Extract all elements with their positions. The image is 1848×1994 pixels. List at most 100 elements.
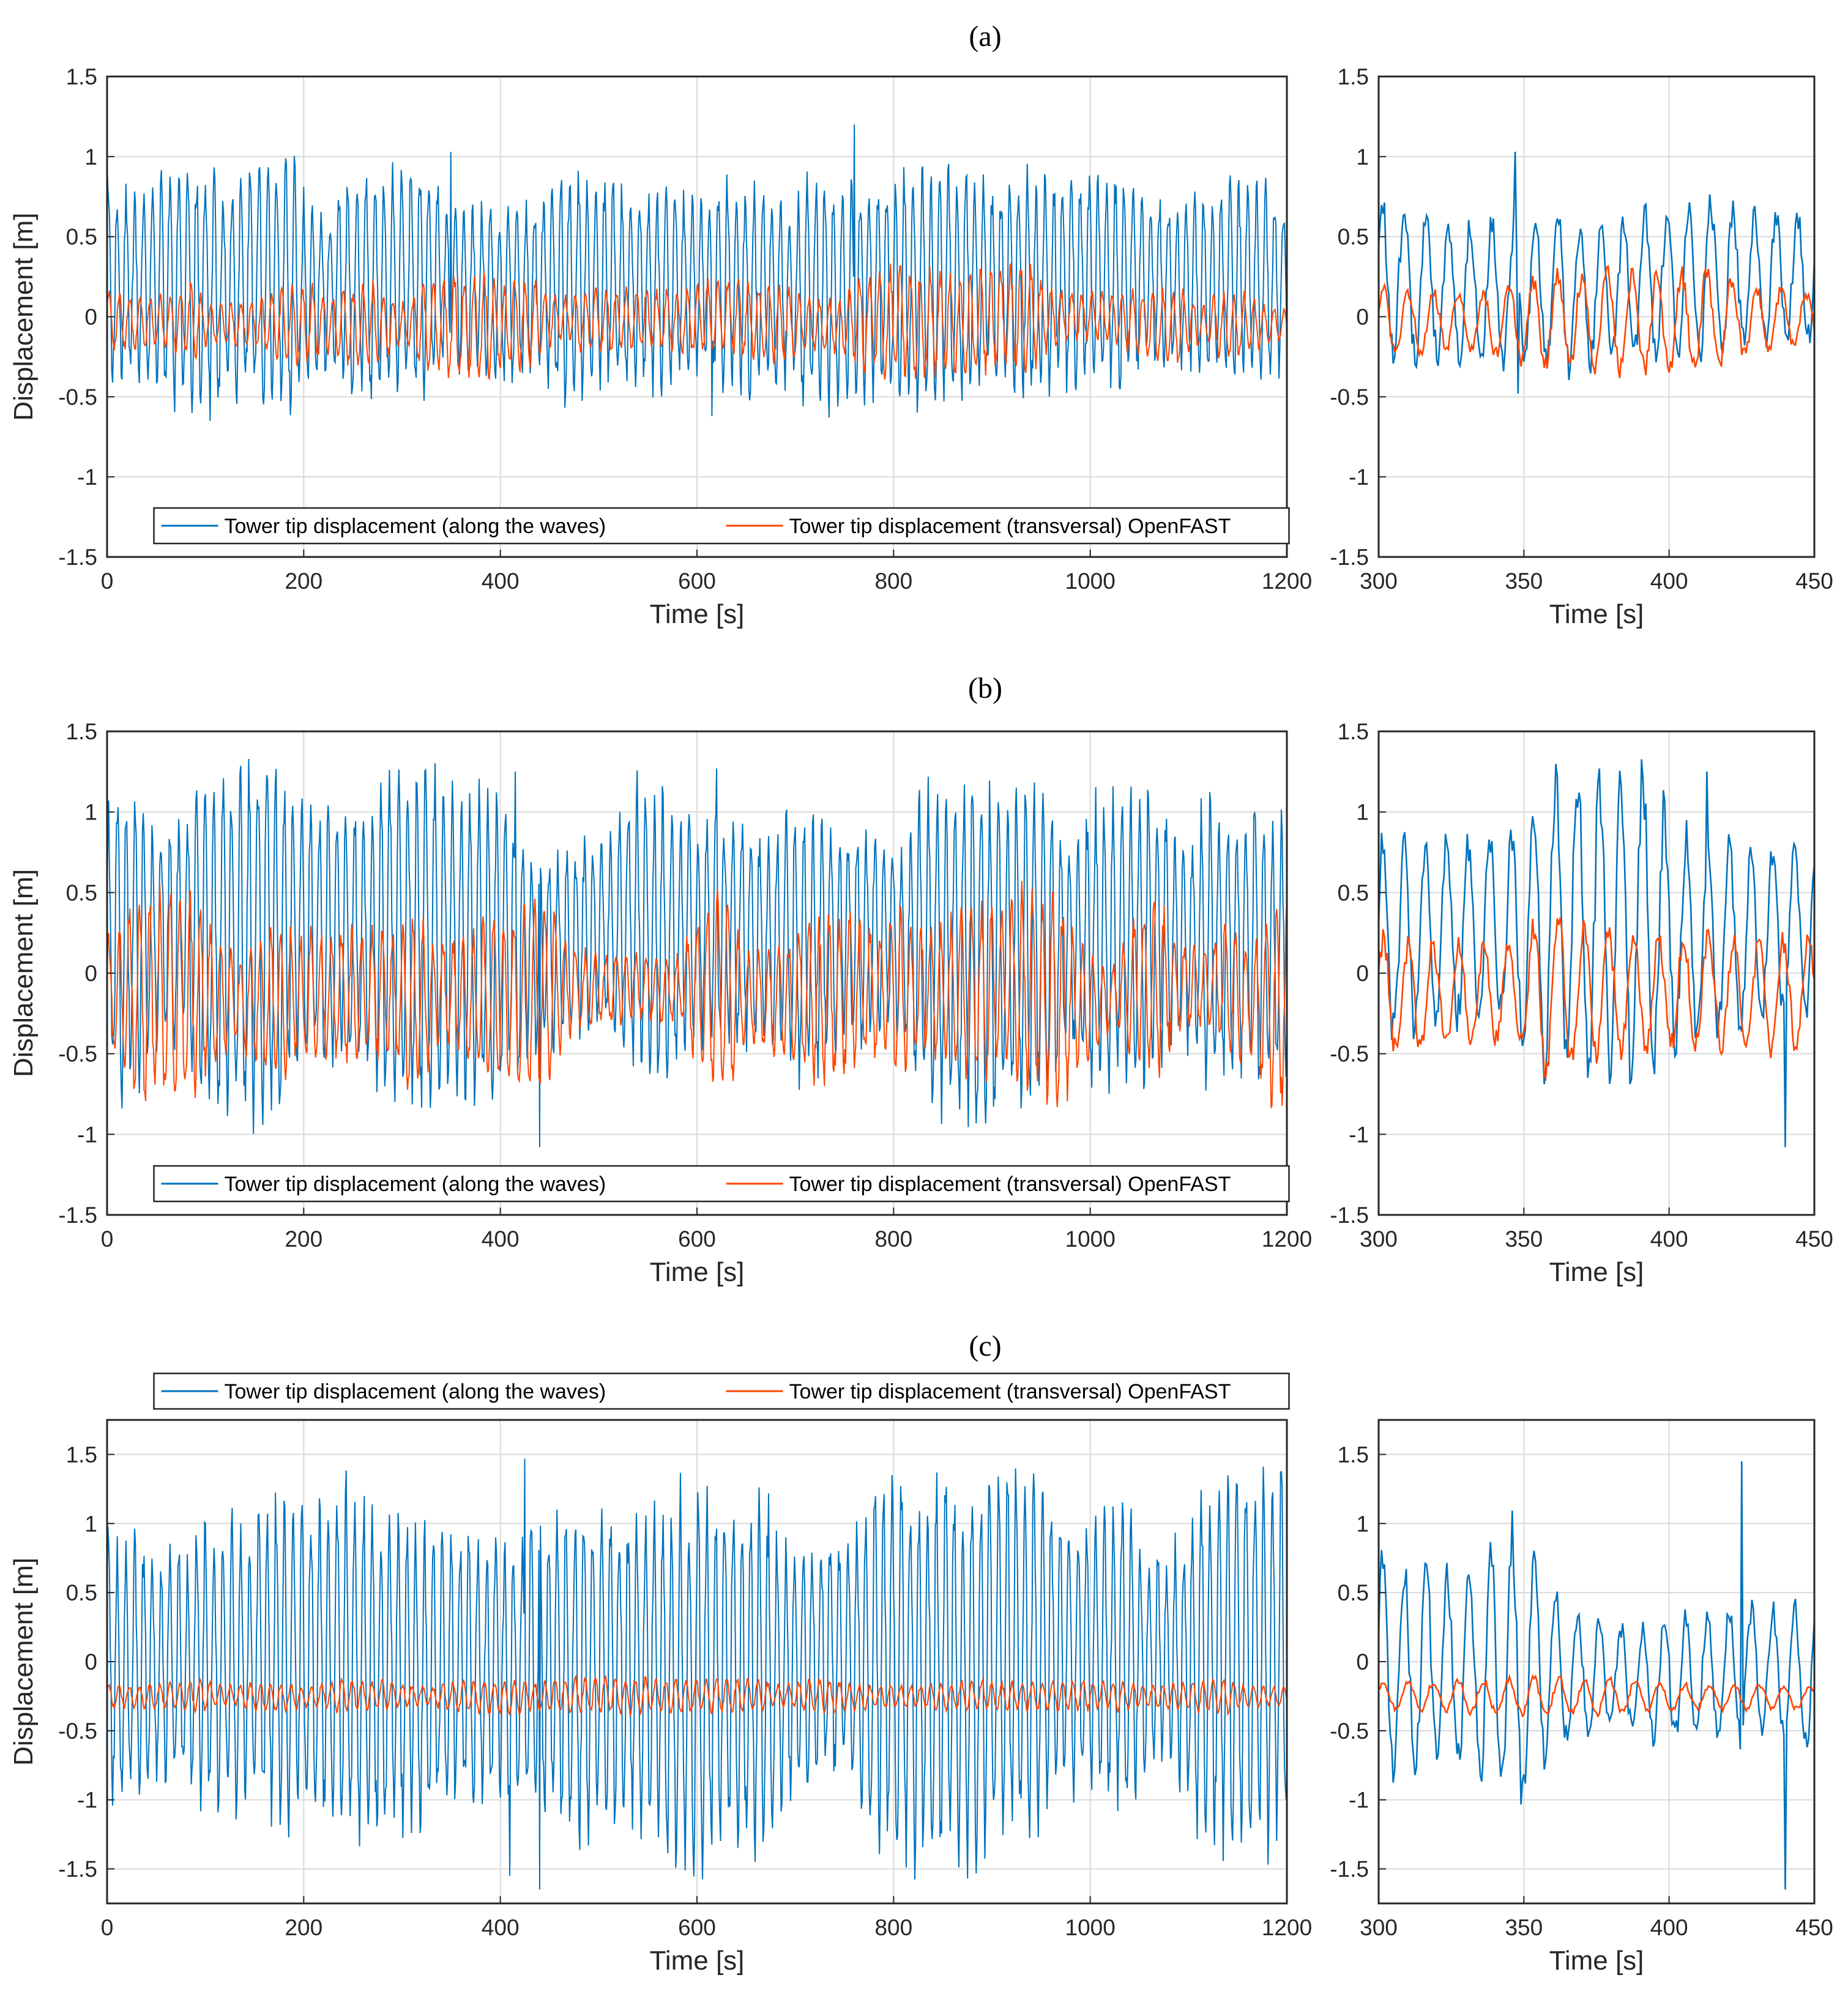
x-tick-label: 800 <box>874 1227 912 1252</box>
series-line-transversal <box>107 881 1287 1110</box>
y-tick-label: 0.5 <box>66 1580 97 1605</box>
y-tick-label: 0.5 <box>66 880 97 905</box>
y-axis-label: Displacement [m] <box>9 213 39 421</box>
series-line-along <box>1379 759 1814 1148</box>
y-tick-label: 0 <box>84 961 97 986</box>
series-line-transversal <box>107 1674 1287 1718</box>
y-tick-label: 0.5 <box>1338 225 1369 250</box>
x-tick-label: 450 <box>1795 569 1833 594</box>
y-tick-label: 1.5 <box>1338 719 1369 744</box>
x-tick-label: 400 <box>1650 1227 1688 1252</box>
chart-panel-c-full: 0 200 400 600 800 1000 1200 -1.5 -1 -0.5 0 0.5 1 1.5 T… <box>9 1372 1312 1976</box>
legend: Tower tip displacement (along the waves)… <box>153 1165 1290 1203</box>
y-tick-label: -0.5 <box>1330 1719 1369 1744</box>
series-line-transversal <box>1379 264 1814 379</box>
y-tick-label: 1 <box>84 144 97 170</box>
x-tick-label: 200 <box>285 1915 322 1940</box>
y-tick-label: -1.5 <box>1330 545 1369 570</box>
x-tick-label: 1200 <box>1262 569 1312 594</box>
y-tick-label: -1.5 <box>1330 1857 1369 1882</box>
series-line-along <box>107 124 1287 421</box>
legend-label-transversal: Tower tip displacement (transversal) Ope… <box>789 1173 1231 1196</box>
x-tick-label: 1000 <box>1065 1227 1116 1252</box>
y-tick-label: 0 <box>1356 1649 1369 1675</box>
x-axis-label: Time [s] <box>650 1257 745 1287</box>
y-tick-label: 0.5 <box>66 225 97 250</box>
panel-label: (b) <box>968 672 1002 704</box>
y-axis-label: Displacement [m] <box>9 869 39 1077</box>
y-tick-label: 1.5 <box>66 719 97 744</box>
x-tick-label: 0 <box>101 1227 114 1252</box>
y-tick-label: 0 <box>1356 961 1369 986</box>
series-line-along <box>107 1458 1287 1890</box>
x-tick-label: 450 <box>1795 1915 1833 1940</box>
x-tick-label: 400 <box>482 1227 520 1252</box>
legend-label-along: Tower tip displacement (along the waves) <box>225 515 606 538</box>
legend: Tower tip displacement (along the waves)… <box>153 1372 1290 1410</box>
x-axis-label: Time [s] <box>650 599 745 629</box>
legend-label-along: Tower tip displacement (along the waves) <box>225 1380 606 1403</box>
x-tick-label: 400 <box>482 1915 520 1940</box>
x-tick-label: 300 <box>1360 1915 1398 1940</box>
legend-box <box>153 1165 1290 1203</box>
y-tick-label: -1.5 <box>58 1203 97 1228</box>
y-tick-label: 1 <box>84 800 97 825</box>
chart-panel-a-zoom: 300 350 400 450 -1.5 -1 -0.5 0 0.5 1 1.5 Time [s] <box>1330 64 1833 629</box>
series-line-along <box>1379 1461 1814 1890</box>
x-tick-label: 1000 <box>1065 569 1116 594</box>
x-tick-label: 400 <box>1650 569 1688 594</box>
x-tick-label: 450 <box>1795 1227 1833 1252</box>
series-line-transversal <box>1379 917 1814 1081</box>
y-tick-label: -0.5 <box>58 384 97 409</box>
x-tick-label: 800 <box>874 1915 912 1940</box>
x-tick-label: 1200 <box>1262 1227 1312 1252</box>
y-tick-label: 0 <box>1356 305 1369 330</box>
y-tick-label: 1 <box>1356 144 1369 170</box>
y-tick-label: 1.5 <box>66 1442 97 1467</box>
y-tick-label: -0.5 <box>1330 1042 1369 1067</box>
x-axis-label: Time [s] <box>650 1946 745 1976</box>
y-tick-label: 1 <box>1356 1511 1369 1536</box>
legend-label-transversal: Tower tip displacement (transversal) Ope… <box>789 515 1231 538</box>
x-tick-label: 0 <box>101 1915 114 1940</box>
chart-panel-a-full: 0 200 400 600 800 1000 1200 -1.5 -1 -0.5 0 0.5 1 1.5 T… <box>9 64 1312 629</box>
y-tick-label: -1 <box>77 1122 97 1147</box>
legend-label-along: Tower tip displacement (along the waves) <box>225 1173 606 1196</box>
x-axis-label: Time [s] <box>1549 599 1644 629</box>
y-tick-label: -1.5 <box>58 545 97 570</box>
x-tick-label: 350 <box>1505 1227 1543 1252</box>
y-tick-label: -0.5 <box>58 1719 97 1744</box>
chart-panel-c-zoom: 300 350 400 450 -1.5 -1 -0.5 0 0.5 1 1.5 Time [s] <box>1330 1419 1833 1976</box>
series-line-transversal <box>107 262 1287 381</box>
y-tick-label: 0.5 <box>1338 880 1369 905</box>
x-tick-label: 200 <box>285 569 322 594</box>
y-tick-label: -1.5 <box>58 1857 97 1882</box>
legend-label-transversal: Tower tip displacement (transversal) Ope… <box>789 1380 1231 1403</box>
x-tick-label: 350 <box>1505 569 1543 594</box>
x-tick-label: 300 <box>1360 569 1398 594</box>
y-tick-label: -1 <box>1349 1788 1369 1813</box>
panel-label: (a) <box>969 20 1001 53</box>
y-tick-label: -0.5 <box>58 1042 97 1067</box>
series-line-transversal <box>1379 1673 1814 1719</box>
y-tick-label: -1 <box>1349 1122 1369 1147</box>
x-tick-label: 1000 <box>1065 1915 1116 1940</box>
y-tick-label: -0.5 <box>1330 384 1369 409</box>
y-axis-label: Displacement [m] <box>9 1558 39 1766</box>
x-axis-label: Time [s] <box>1549 1257 1644 1287</box>
x-tick-label: 350 <box>1505 1915 1543 1940</box>
y-tick-label: 1.5 <box>66 64 97 89</box>
y-tick-label: -1 <box>1349 465 1369 490</box>
legend-box <box>153 507 1290 545</box>
x-tick-label: 200 <box>285 1227 322 1252</box>
series-line-along <box>1379 151 1814 394</box>
x-axis-label: Time [s] <box>1549 1946 1644 1976</box>
y-tick-label: -1 <box>77 1788 97 1813</box>
y-tick-label: 0.5 <box>1338 1580 1369 1605</box>
chart-panel-b-zoom: 300 350 400 450 -1.5 -1 -0.5 0 0.5 1 1.5 Time [s] <box>1330 719 1833 1287</box>
y-tick-label: 1.5 <box>1338 64 1369 89</box>
y-tick-label: 1.5 <box>1338 1442 1369 1467</box>
x-tick-label: 600 <box>678 1915 716 1940</box>
x-tick-label: 1200 <box>1262 1915 1312 1940</box>
